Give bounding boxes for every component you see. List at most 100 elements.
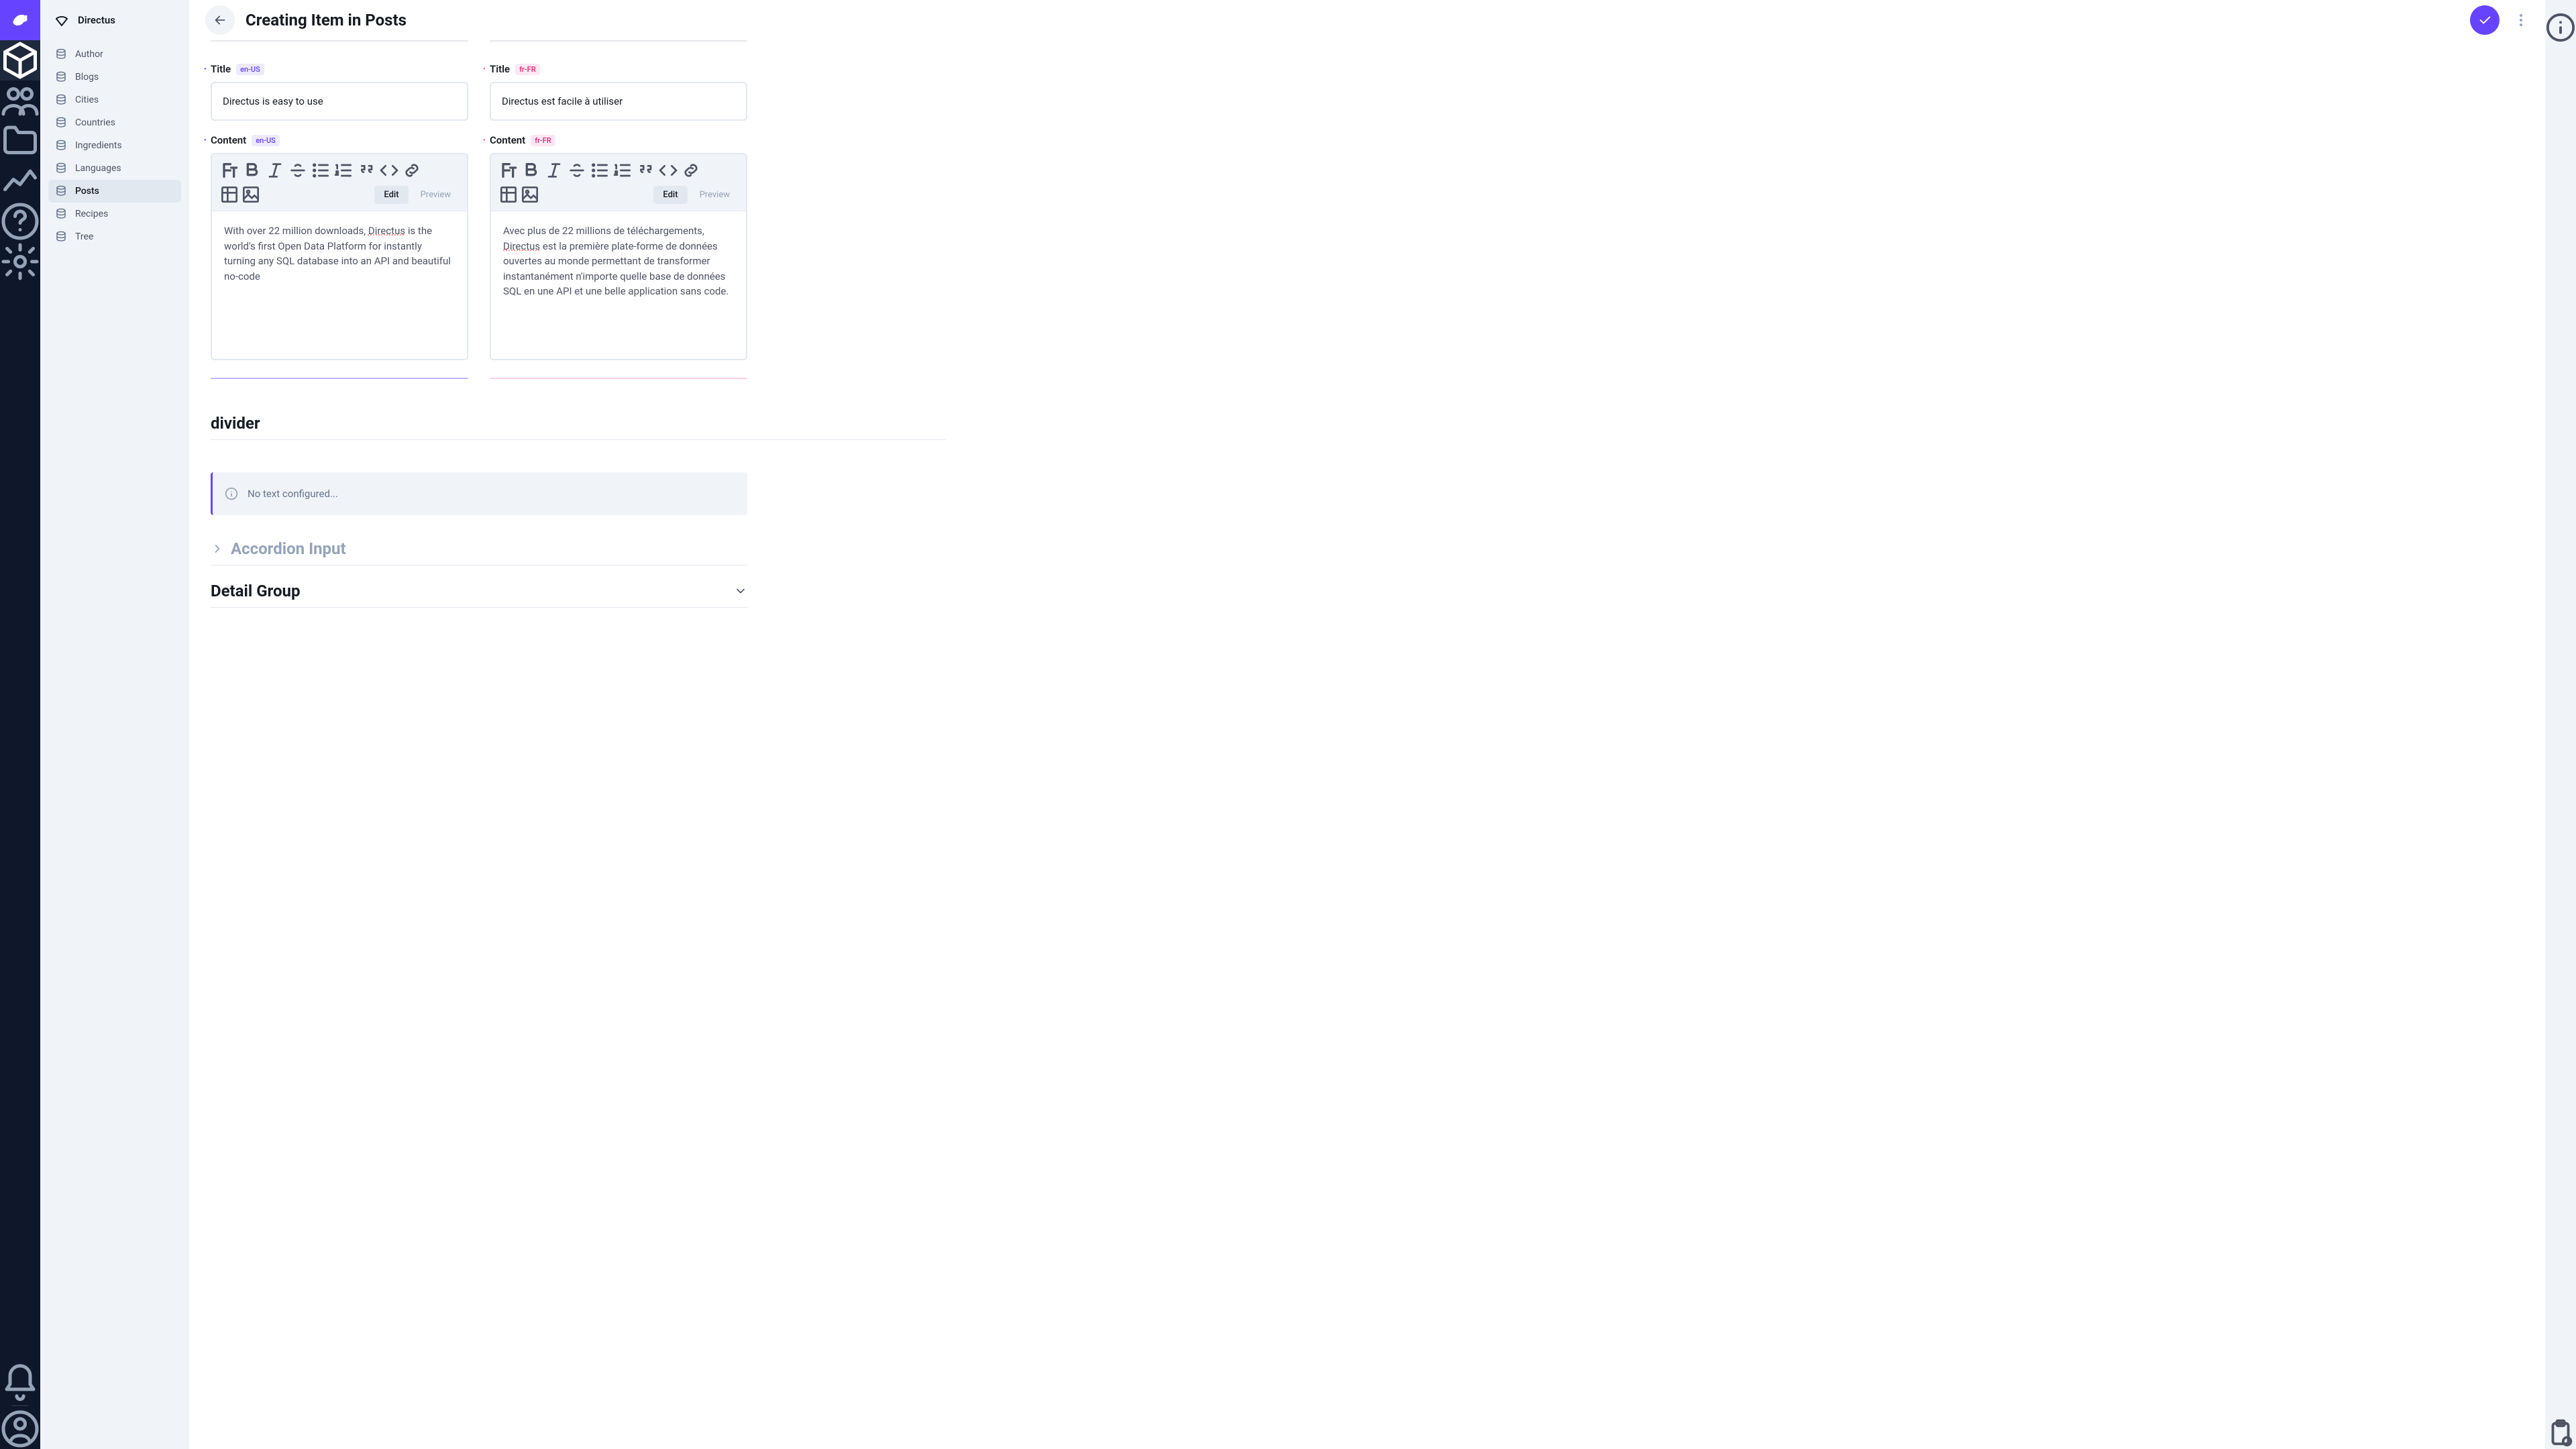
quote-button[interactable] (635, 160, 656, 181)
detail-group[interactable]: Detail Group (211, 582, 747, 608)
revisions-toggle[interactable] (2545, 1418, 2576, 1449)
database-icon (55, 117, 67, 129)
help-icon (0, 201, 40, 241)
image-button[interactable] (519, 184, 541, 205)
title-row: Title en-US Title fr-FR (211, 63, 946, 121)
title-fr-label: Title fr-FR (490, 63, 747, 75)
ol-button[interactable] (612, 160, 633, 181)
image-button[interactable] (240, 184, 262, 205)
content-en-body[interactable]: With over 22 million downloads, Directus… (212, 211, 467, 359)
title-en-input[interactable] (211, 82, 468, 121)
link-button[interactable] (680, 160, 702, 181)
content-en-label: Content en-US (211, 134, 468, 146)
ul-button[interactable] (310, 160, 331, 181)
divider-rule (211, 439, 946, 440)
nav-users[interactable] (0, 80, 40, 121)
sidebar-item-cities[interactable]: Cities (48, 89, 181, 111)
content-fr-editor: Edit Preview Avec plus de 22 millions de… (490, 153, 747, 360)
sidebar-title: Directus (78, 14, 115, 26)
clipboard-icon (2545, 1418, 2576, 1449)
sidebar-item-countries[interactable]: Countries (48, 111, 181, 134)
overline (490, 40, 747, 42)
database-icon (55, 71, 67, 83)
account-icon (0, 1409, 40, 1449)
content-fr-body[interactable]: Avec plus de 22 millions de téléchargeme… (491, 211, 746, 359)
edit-mode-button[interactable]: Edit (374, 186, 408, 204)
editor-toolbar: Edit Preview (491, 154, 746, 211)
database-icon (55, 140, 67, 152)
ul-button[interactable] (589, 160, 610, 181)
ol-button[interactable] (333, 160, 354, 181)
bold-button[interactable] (521, 160, 542, 181)
bold-icon (241, 160, 263, 181)
nav-insights[interactable] (0, 161, 40, 201)
code-button[interactable] (378, 160, 400, 181)
editor-toolbar: Edit Preview (212, 154, 467, 211)
strike-button[interactable] (287, 160, 309, 181)
quote-button[interactable] (356, 160, 377, 181)
link-icon (401, 160, 423, 181)
nav-notifications[interactable] (0, 1362, 40, 1403)
more-button[interactable] (2513, 5, 2529, 35)
hr-en (211, 378, 468, 379)
sidebar-items: Author Blogs Cities Countries Ingredient… (40, 40, 189, 251)
field-label-text: Title (211, 63, 231, 75)
sidebar-item-ingredients[interactable]: Ingredients (48, 134, 181, 157)
check-icon (2477, 13, 2492, 28)
info-text: No text configured... (248, 488, 338, 500)
sidebar-item-tree[interactable]: Tree (48, 225, 181, 248)
heading-button[interactable] (219, 160, 240, 181)
link-icon (680, 160, 702, 181)
sidebar-item-blogs[interactable]: Blogs (48, 66, 181, 89)
folder-icon (0, 121, 40, 161)
chevron-right-icon (211, 542, 224, 555)
info-panel-toggle[interactable] (2545, 12, 2576, 43)
save-button[interactable] (2470, 5, 2500, 35)
nav-docs[interactable] (0, 201, 40, 241)
italic-button[interactable] (543, 160, 565, 181)
content-row: Content en-US (211, 134, 946, 379)
accordion-label: Accordion Input (231, 539, 346, 558)
sidebar-item-posts[interactable]: Posts (48, 180, 181, 203)
chevron-down-icon (734, 584, 747, 598)
lang-badge-en: en-US (236, 64, 264, 75)
logo[interactable] (0, 0, 40, 40)
nav-rail (0, 0, 40, 1449)
more-vertical-icon (2513, 12, 2529, 28)
divider-title: divider (211, 414, 946, 433)
code-button[interactable] (657, 160, 679, 181)
database-icon (55, 231, 67, 243)
heading-button[interactable] (498, 160, 519, 181)
nav-files[interactable] (0, 121, 40, 161)
bold-button[interactable] (241, 160, 263, 181)
accordion-input[interactable]: Accordion Input (211, 539, 747, 566)
sidebar-item-label: Countries (75, 117, 115, 128)
info-icon (225, 487, 238, 500)
list-ul-icon (589, 160, 610, 181)
header: Creating Item in Posts (189, 0, 2545, 40)
sidebar-item-label: Author (75, 49, 103, 60)
lang-badge-en: en-US (252, 135, 280, 146)
sidebar-item-label: Posts (75, 186, 99, 197)
sidebar-item-label: Languages (75, 163, 121, 174)
nav-settings[interactable] (0, 241, 40, 282)
sidebar-item-label: Tree (75, 231, 93, 242)
table-button[interactable] (219, 184, 240, 205)
list-ol-icon (333, 160, 354, 181)
sidebar-item-languages[interactable]: Languages (48, 157, 181, 180)
link-button[interactable] (401, 160, 423, 181)
back-button[interactable] (205, 5, 235, 35)
preview-mode-button[interactable]: Preview (690, 186, 739, 204)
preview-mode-button[interactable]: Preview (411, 186, 460, 204)
sidebar-item-author[interactable]: Author (48, 43, 181, 66)
strike-button[interactable] (566, 160, 588, 181)
hr-fr (490, 378, 747, 379)
table-button[interactable] (498, 184, 519, 205)
content-en-editor: Edit Preview With over 22 million downlo… (211, 153, 468, 360)
sidebar-item-recipes[interactable]: Recipes (48, 203, 181, 225)
edit-mode-button[interactable]: Edit (653, 186, 687, 204)
nav-account[interactable] (0, 1409, 40, 1449)
italic-button[interactable] (264, 160, 286, 181)
nav-collections[interactable] (0, 40, 40, 80)
title-fr-input[interactable] (490, 82, 747, 121)
